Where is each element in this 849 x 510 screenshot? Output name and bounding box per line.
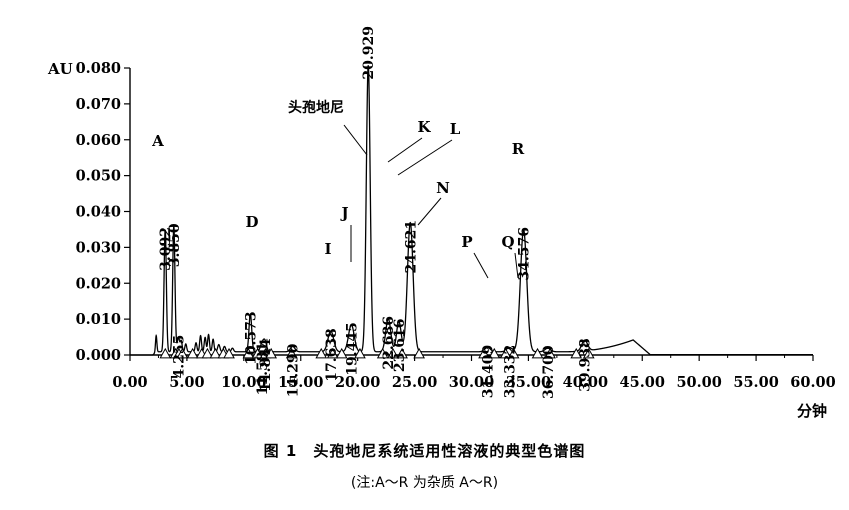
x-tick-label: 15.00 — [278, 374, 323, 391]
y-tick-label: 0.020 — [76, 275, 121, 292]
integration-marker — [413, 347, 425, 359]
y-tick-label: 0.010 — [76, 311, 121, 328]
integration-marker — [176, 347, 189, 359]
integration-marker — [507, 347, 520, 359]
peak-retention-label: 14.290 — [286, 343, 302, 397]
integration-marker — [376, 347, 389, 359]
integration-marker — [285, 347, 298, 359]
impurity-label: A — [151, 132, 164, 150]
integration-marker — [499, 347, 512, 359]
impurity-label: Q — [501, 233, 514, 251]
peak-retention-label: 11.844 — [258, 338, 274, 392]
peak-retention-label: 11.581 — [255, 342, 271, 396]
pointer-line — [387, 137, 423, 163]
pointer-line — [417, 197, 442, 226]
peak-retention-label: 19.445 — [344, 322, 360, 376]
integration-marker — [544, 347, 556, 359]
y-tick-label: 0.060 — [76, 132, 121, 149]
integration-marker — [478, 347, 490, 359]
impurity-label: D — [245, 213, 258, 231]
peak-retention-label: 10.573 — [243, 311, 259, 365]
integration-marker — [265, 347, 278, 359]
x-tick-label: 10.00 — [221, 374, 266, 391]
peak-retention-label: 36.700 — [541, 345, 557, 399]
x-tick-label: 30.00 — [449, 374, 494, 391]
integration-marker — [159, 347, 172, 359]
peak-retention-label: 20.929 — [361, 26, 377, 80]
integration-marker — [186, 347, 199, 359]
integration-marker — [335, 347, 348, 359]
y-tick-label: 0.080 — [76, 60, 121, 77]
signal-line — [130, 65, 813, 356]
x-tick-label: 20.00 — [335, 374, 380, 391]
impurity-label: 头孢地尼 — [288, 99, 344, 116]
peak-retention-label: 31.409 — [481, 345, 497, 399]
figure-note: (注:A～R 为杂质 A～R) — [350, 475, 499, 491]
y-unit-label: AU — [47, 60, 73, 78]
integration-marker — [326, 347, 339, 359]
chart-axes — [129, 68, 813, 356]
x-tick-label: 0.00 — [112, 374, 147, 391]
x-tick-label: 55.00 — [733, 374, 778, 391]
impurity-label: L — [450, 120, 461, 138]
pointer-line — [343, 124, 368, 156]
chart-ticks: 0.00 5.00 10.00 15.00 20.00 25.00 30.00 35.00 40… — [47, 60, 836, 420]
y-tick-label: 0.050 — [76, 168, 121, 185]
integration-markers — [159, 347, 595, 359]
integration-marker — [315, 347, 328, 359]
peak-retention-label: 23.616 — [392, 319, 408, 373]
y-tick-label: 0.000 — [76, 347, 121, 364]
pointer-line — [514, 252, 519, 279]
integration-marker — [488, 347, 501, 359]
peak-retention-label: 17.638 — [324, 328, 340, 382]
impurity-label: I — [324, 240, 331, 258]
impurity-label: N — [436, 179, 450, 197]
chromatogram-trace — [130, 65, 813, 356]
x-tick-label: 25.00 — [392, 374, 437, 391]
x-tick-label: 5.00 — [169, 374, 204, 391]
impurity-label: K — [417, 118, 431, 136]
peak-retention-label: 39.938 — [578, 338, 594, 392]
x-tick-label: 40.00 — [563, 374, 608, 391]
y-tick-label: 0.070 — [76, 96, 121, 113]
pointer-line — [473, 252, 489, 279]
peak-retention-label: 22.686 — [381, 316, 397, 370]
integration-marker — [531, 347, 544, 359]
impurity-label: R — [512, 140, 525, 158]
integration-marker — [387, 347, 399, 359]
peak-retention-label: 3.850 — [167, 223, 183, 267]
integration-marker — [570, 347, 583, 359]
figure-caption: 图 1 头孢地尼系统适用性溶液的典型色谱图 — [263, 442, 586, 460]
pointer-line — [397, 139, 453, 176]
peak-retention-label: 33.332 — [502, 345, 518, 399]
integration-marker — [251, 347, 264, 359]
chromatogram-chart: 0.00 5.00 10.00 15.00 20.00 25.00 30.00 35.00 40… — [47, 26, 836, 420]
x-tick-label: 35.00 — [506, 374, 551, 391]
y-tick-label: 0.030 — [76, 239, 121, 256]
integration-marker — [209, 347, 222, 359]
y-tick-label: 0.040 — [76, 204, 121, 221]
integration-marker — [582, 347, 595, 359]
integration-marker — [223, 347, 235, 359]
impurity-label: J — [339, 204, 348, 222]
impurity-label: P — [461, 233, 472, 251]
x-unit-label: 分钟 — [797, 402, 827, 420]
x-tick-label: 60.00 — [790, 374, 835, 391]
integration-marker — [242, 347, 255, 359]
integration-marker — [201, 347, 214, 359]
peak-retention-label: 24.621 — [403, 220, 419, 274]
peak-retention-label: 3.092 — [158, 227, 174, 271]
impurity-labels: A D IJ 头孢地尼 K L N P Q R — [151, 99, 525, 279]
x-tick-label: 50.00 — [676, 374, 721, 391]
x-tick-label: 45.00 — [620, 374, 665, 391]
peak-retention-label: 34.576 — [517, 227, 533, 281]
peak-retention-label: 4.255 — [171, 335, 187, 379]
integration-marker — [354, 347, 366, 359]
integration-marker — [396, 347, 408, 359]
